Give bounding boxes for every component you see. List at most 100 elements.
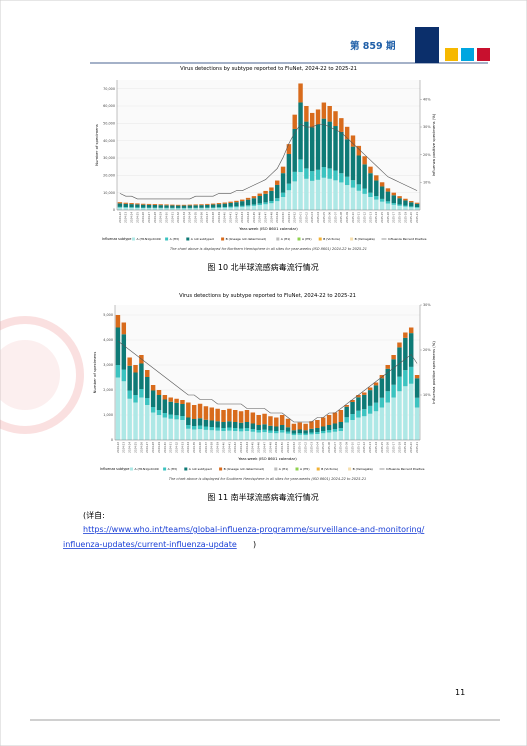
bar-segment [139, 389, 144, 398]
bar-segment [321, 102, 327, 119]
bar-segment [414, 407, 420, 440]
bar-segment [186, 417, 191, 425]
bar-segment [135, 208, 140, 210]
bar-segment [257, 205, 262, 210]
bar-segment [145, 405, 150, 440]
bar-segment [403, 332, 408, 338]
bar-segment [391, 192, 396, 196]
bar-segment [309, 421, 314, 429]
bar-segment [397, 196, 402, 199]
bar-segment [356, 184, 362, 191]
bar-segment [285, 427, 291, 432]
bar-segment [344, 126, 350, 140]
bar-segment [320, 426, 326, 431]
bar-segment [373, 411, 379, 440]
bar-segment [385, 203, 391, 210]
bar-segment [408, 333, 414, 367]
x-tick-label: 2024-34 [186, 442, 190, 453]
bar-segment [268, 432, 273, 440]
bar-segment [304, 121, 309, 169]
bar-segment [315, 169, 321, 180]
bar-segment [339, 173, 344, 183]
bar-segment [373, 385, 379, 403]
y-tick-label: 50,000 [103, 122, 115, 126]
x-tick-label: 2024-27 [147, 212, 151, 223]
bar-segment [356, 397, 361, 411]
bar-segment [210, 203, 216, 205]
bar-segment [234, 202, 239, 207]
bar-segment [170, 208, 175, 210]
bar-segment [385, 391, 390, 403]
bar-segment [362, 416, 367, 440]
bar-segment [368, 166, 373, 174]
bar-segment [291, 430, 297, 434]
bar-segment [215, 408, 220, 422]
percent-line [119, 123, 418, 200]
source-link[interactable]: https://www.who.int/teams/global-influen… [83, 525, 425, 534]
bar-segment [244, 422, 250, 428]
bar-segment [222, 207, 228, 208]
bar-segment [391, 397, 396, 440]
bar-segment [228, 207, 233, 210]
bar-segment [135, 203, 140, 205]
bar-segment [326, 415, 332, 425]
bar-segment [180, 404, 185, 416]
bar-segment [362, 156, 367, 165]
x-tick-label: 2025-13 [368, 212, 372, 223]
bar-segment [240, 199, 245, 202]
bar-segment [414, 207, 420, 208]
bar-segment [175, 207, 181, 209]
bar-segment [344, 417, 349, 423]
bar-segment [374, 175, 379, 181]
bar-segment [315, 428, 320, 432]
bar-segment [333, 126, 338, 171]
x-tick-label: 2024-26 [141, 212, 145, 223]
bar-segment [193, 207, 198, 209]
bar-segment [268, 416, 273, 426]
x-tick-label: 2024-47 [262, 442, 266, 453]
bar-segment [291, 423, 297, 431]
x-tick-label: 2025-03 [309, 442, 313, 453]
bar-segment [256, 425, 261, 430]
legend-swatch [132, 237, 135, 241]
legend-title: Influenza subtype [102, 237, 131, 241]
bar-segment [269, 203, 274, 210]
bar-segment [356, 395, 361, 398]
bar-segment [332, 431, 338, 440]
bar-segment [373, 402, 379, 412]
bar-segment [191, 429, 197, 440]
bar-segment [156, 410, 162, 415]
x-tick-label: 2024-26 [139, 442, 143, 453]
bar-segment [309, 112, 315, 128]
x-tick-label: 2025-07 [333, 442, 337, 453]
bar-segment [367, 413, 373, 440]
legend-swatch [184, 467, 188, 471]
bar-segment [215, 427, 220, 431]
bar-segment [174, 398, 179, 403]
source-link[interactable]: influenza-updates/current-influenza-upda… [63, 540, 237, 549]
bar-segment [227, 421, 232, 428]
bar-segment [238, 422, 244, 429]
bar-segment [397, 342, 402, 348]
x-tick-label: 2025-08 [339, 442, 343, 453]
bar-segment [129, 203, 134, 205]
bar-segment [152, 204, 158, 208]
x-tick-label: 2024-49 [274, 442, 278, 453]
x-tick-label: 2024-38 [210, 442, 214, 453]
x-tick-label: 2025-01 [298, 212, 302, 223]
bar-segment [385, 402, 390, 440]
legend-swatch [165, 237, 169, 241]
bar-segment [158, 207, 163, 209]
bar-segment [326, 430, 332, 433]
bar-segment [174, 419, 179, 440]
bar-segment [275, 198, 280, 202]
x-tick-label: 2024-40 [223, 212, 227, 223]
bar-segment [315, 432, 320, 434]
issue: 第 859 期 [350, 40, 395, 52]
bar-segment [233, 431, 238, 440]
bar-segment [298, 83, 303, 103]
bar-segment [391, 355, 396, 360]
bar-segment [315, 179, 321, 210]
legend-swatch [219, 467, 223, 471]
bar-segment [164, 207, 169, 209]
